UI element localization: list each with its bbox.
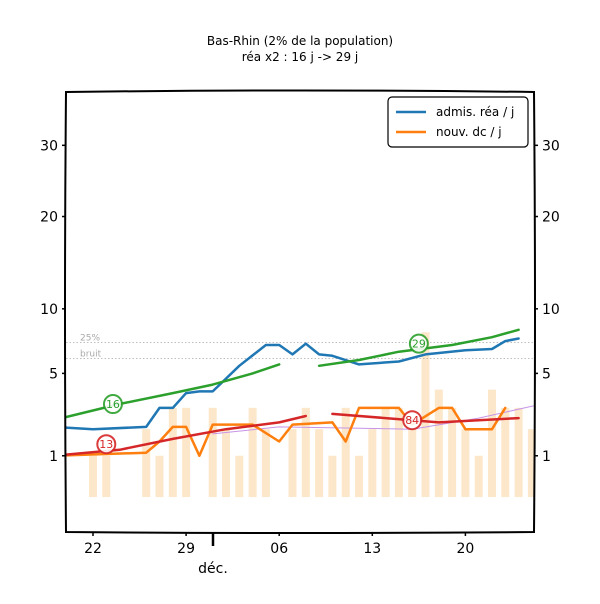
bar — [235, 455, 244, 498]
bar — [461, 429, 470, 498]
y-tick-label-left: 30 — [40, 138, 58, 154]
bar — [555, 390, 563, 497]
series-line — [66, 337, 520, 431]
series-line — [66, 406, 507, 458]
bar — [488, 389, 496, 498]
bar — [355, 455, 363, 498]
y-tick-label-right: 1 — [542, 449, 551, 465]
bar — [541, 373, 549, 497]
legend: admis. réa / j nouv. dc / j — [387, 96, 529, 148]
bar — [261, 429, 270, 498]
bar — [434, 389, 443, 498]
bar — [448, 407, 457, 498]
bar — [408, 429, 417, 498]
y-tick-label-left: 10 — [40, 302, 58, 318]
bar — [527, 429, 534, 498]
bar — [501, 407, 510, 498]
bar — [315, 429, 324, 498]
badge-circle — [96, 434, 117, 455]
bar — [421, 332, 430, 498]
bar — [182, 407, 191, 498]
y-tick-label-left: 1 — [49, 449, 58, 465]
x-tick-label: 06 — [270, 541, 288, 557]
badge-circle — [408, 333, 429, 354]
plot-frame — [64, 89, 536, 534]
legend-label: admis. réa / j — [436, 105, 514, 119]
badge-label: 16 — [106, 398, 120, 411]
y-tick-label-left: 20 — [40, 210, 58, 226]
badge-circle — [102, 394, 123, 415]
badge-label: 84 — [405, 414, 419, 427]
badge-circle — [402, 410, 423, 431]
y-tick-label-right: 30 — [542, 138, 560, 154]
bar — [102, 455, 111, 498]
y-tick-label-left: 5 — [49, 366, 58, 382]
bar — [208, 407, 217, 498]
badge-label: 29 — [412, 338, 426, 351]
bar — [89, 455, 97, 498]
bar — [248, 407, 257, 498]
bar — [514, 407, 523, 498]
bar — [168, 407, 177, 498]
badge-label: 13 — [99, 438, 113, 451]
ref-line-label: bruit — [80, 350, 102, 360]
bar — [288, 429, 297, 498]
y-tick-label-right: 5 — [542, 366, 551, 382]
y-tick-label-right: 20 — [542, 210, 560, 226]
x-tick-label: 20 — [456, 541, 474, 557]
bar — [341, 407, 350, 498]
ref-line-label: 25% — [80, 333, 100, 343]
chart-subtitle: réa x2 : 16 j -> 29 j — [242, 50, 358, 64]
x-tick-label: 13 — [363, 541, 381, 557]
x-tick-label: 29 — [177, 541, 195, 557]
plot-area: 25% bruit 16 13 29 84 — [66, 328, 563, 498]
x-month-label: déc. — [198, 561, 228, 577]
bar — [222, 429, 230, 498]
bar — [394, 407, 403, 498]
bar — [368, 429, 377, 498]
trend-line — [66, 363, 281, 419]
bar — [301, 407, 310, 498]
bar — [381, 407, 390, 498]
x-tick-label: 22 — [84, 541, 102, 557]
bar — [142, 429, 151, 498]
bar — [328, 455, 337, 498]
bar — [155, 455, 164, 498]
y-tick-label-right: 10 — [542, 302, 560, 318]
bar — [474, 455, 483, 498]
chart-title: Bas-Rhin (2% de la population) — [207, 34, 393, 48]
legend-box — [387, 96, 529, 148]
legend-label: nouv. dc / j — [436, 125, 502, 139]
